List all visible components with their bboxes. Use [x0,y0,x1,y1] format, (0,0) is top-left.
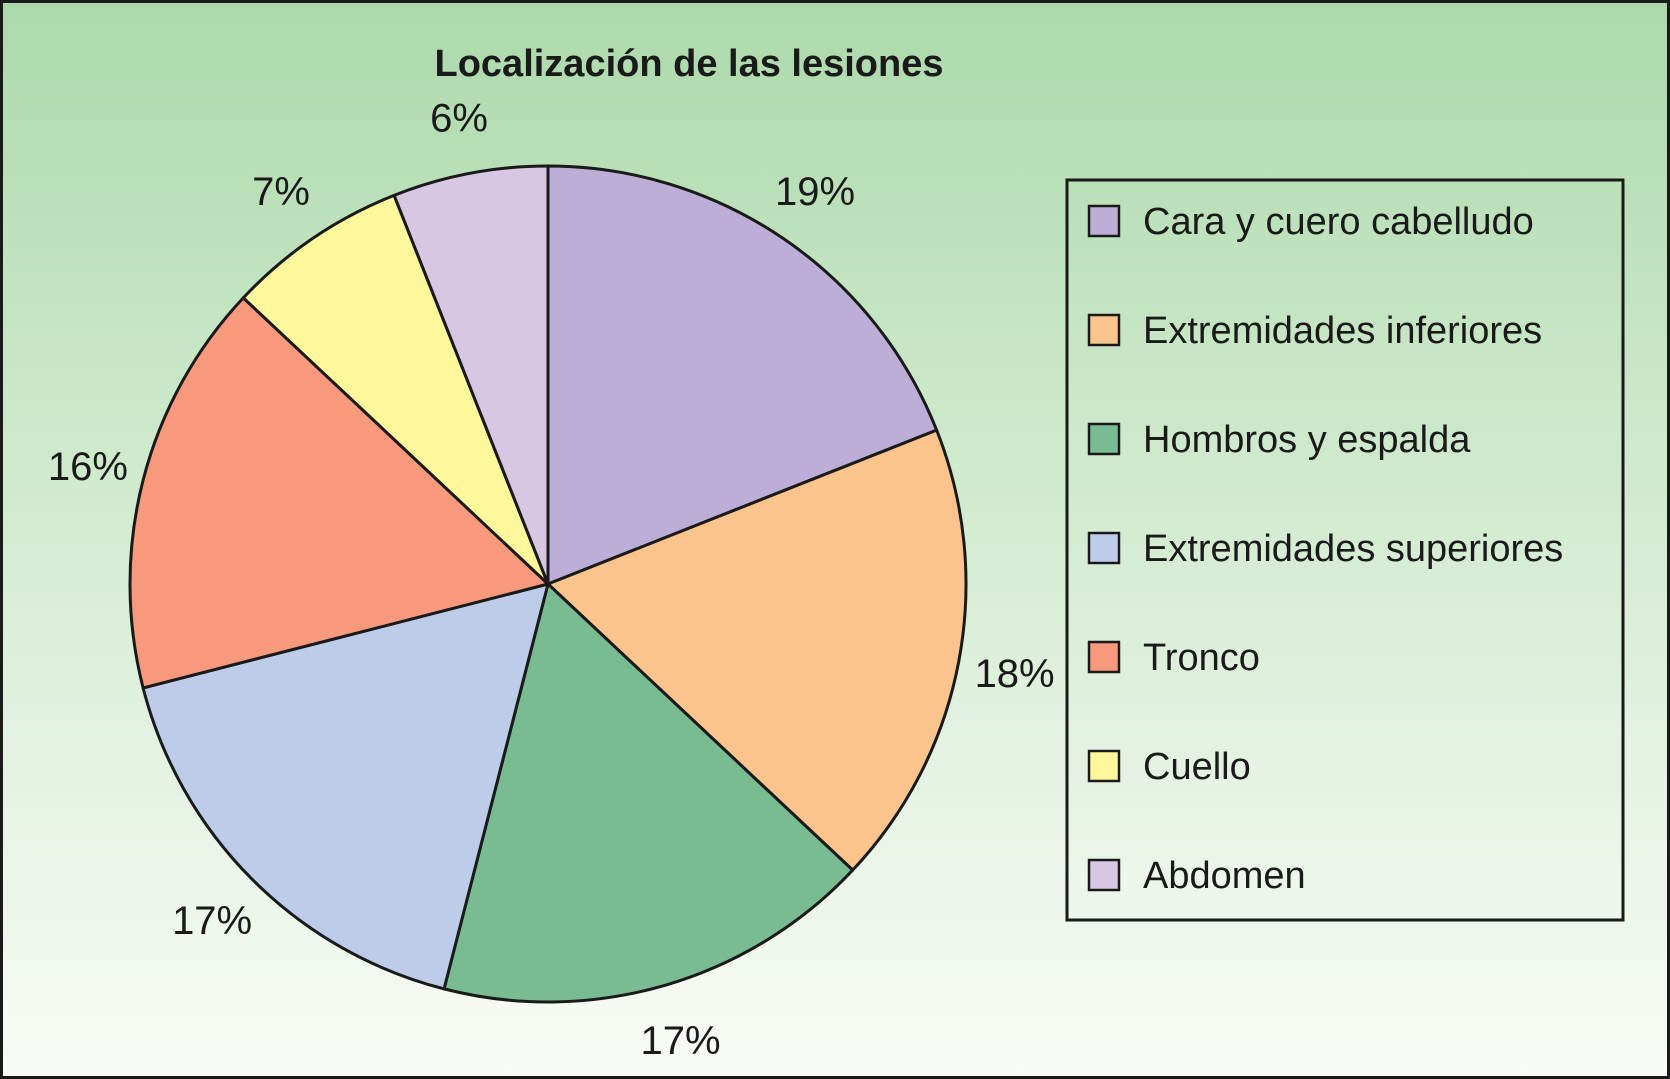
pie-chart: Localización de las lesiones 19% 18% 17% 17… [48,43,1625,1063]
legend-box [1065,178,1625,922]
legend-swatch-3 [1087,422,1121,456]
legend-swatch-2 [1087,313,1121,347]
pie-value-label-4: 17% [172,899,252,943]
pie-slice-6 [241,193,550,586]
pie-value-label-5: 16% [48,445,128,489]
legend-swatch-4 [1087,531,1121,565]
pie-slice-5 [128,296,550,690]
legend-label-7: Abdomen [1143,855,1306,897]
pie-value-label-6: 7% [252,170,310,214]
legend-swatch-5 [1087,640,1121,674]
pie-value-label-1: 19% [775,170,855,214]
legend-swatch-1 [1087,204,1121,238]
pie-value-label-3: 17% [640,1019,720,1063]
pie-value-label-2: 18% [975,652,1055,696]
pie-value-labels: 19% 18% 17% 17% 16% 7% 6% [48,96,1055,1063]
legend-label-1: Cara y cuero cabelludo [1143,201,1534,243]
pie-slice-4 [141,582,550,991]
legend-label-3: Hombros y espalda [1143,419,1471,461]
pie-value-label-7: 6% [430,96,488,140]
pie-slices [128,164,968,1004]
pie-slice-2 [546,428,968,872]
legend-label-4: Extremidades superiores [1143,528,1563,570]
legend-label-2: Extremidades inferiores [1143,310,1542,352]
legend-label-5: Tronco [1143,637,1260,679]
pie-slice-7 [392,164,550,586]
pie-slice-1 [546,164,939,586]
pie-slice-3 [442,582,855,1004]
legend: Cara y cuero cabelludo Extremidades infer… [1065,178,1625,922]
legend-swatch-7 [1087,858,1121,892]
legend-label-6: Cuello [1143,746,1251,788]
legend-swatch-6 [1087,749,1121,783]
chart-title: Localización de las lesiones [435,43,944,85]
